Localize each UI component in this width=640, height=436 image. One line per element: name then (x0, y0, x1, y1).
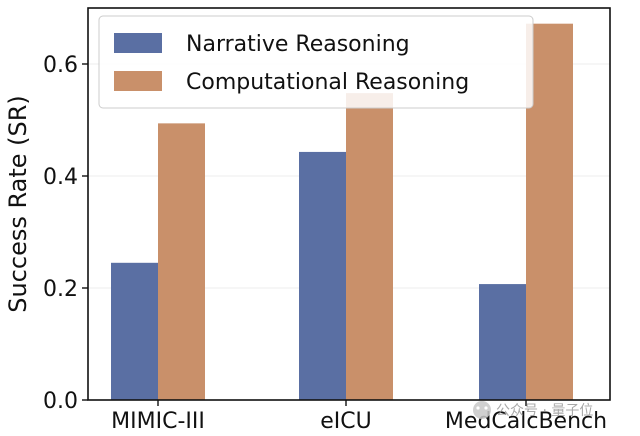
legend-label-narrative: Narrative Reasoning (186, 32, 410, 57)
plot-frame (87, 7, 611, 401)
bars-layer (111, 23, 573, 401)
watermark: 公众号 · 量子位 (473, 401, 593, 419)
bar-narrative-0 (111, 262, 158, 400)
x-tick-label-2: MedCalcBench (445, 409, 607, 434)
legend-label-computational: Computational Reasoning (186, 70, 469, 95)
y-tick-label-3: 0.6 (43, 53, 78, 78)
y-tick-label-2: 0.4 (43, 165, 78, 190)
bar-computational-0 (158, 123, 205, 401)
bar-computational-2 (526, 23, 573, 401)
legend-box (98, 15, 534, 109)
watermark-text: 公众号 · 量子位 (496, 403, 593, 419)
legend: Narrative Reasoning Computational Reason… (98, 15, 534, 109)
ticks-layer: 0.0 0.2 0.4 0.6 MIMIC-III eICU MedCalcBench (43, 53, 607, 434)
bar-narrative-1 (299, 151, 346, 400)
bar-computational-1 (346, 93, 393, 401)
wechat-icon (473, 401, 491, 419)
x-tick-label-1: eICU (320, 409, 372, 434)
y-tick-label-0: 0.0 (43, 389, 78, 414)
y-tick-label-1: 0.2 (43, 277, 78, 302)
legend-swatch-narrative (114, 33, 162, 53)
bar-narrative-2 (479, 284, 526, 400)
legend-swatch-computational (114, 71, 162, 91)
x-tick-label-0: MIMIC-III (111, 409, 205, 434)
y-axis-title: Success Rate (SR) (4, 95, 32, 313)
